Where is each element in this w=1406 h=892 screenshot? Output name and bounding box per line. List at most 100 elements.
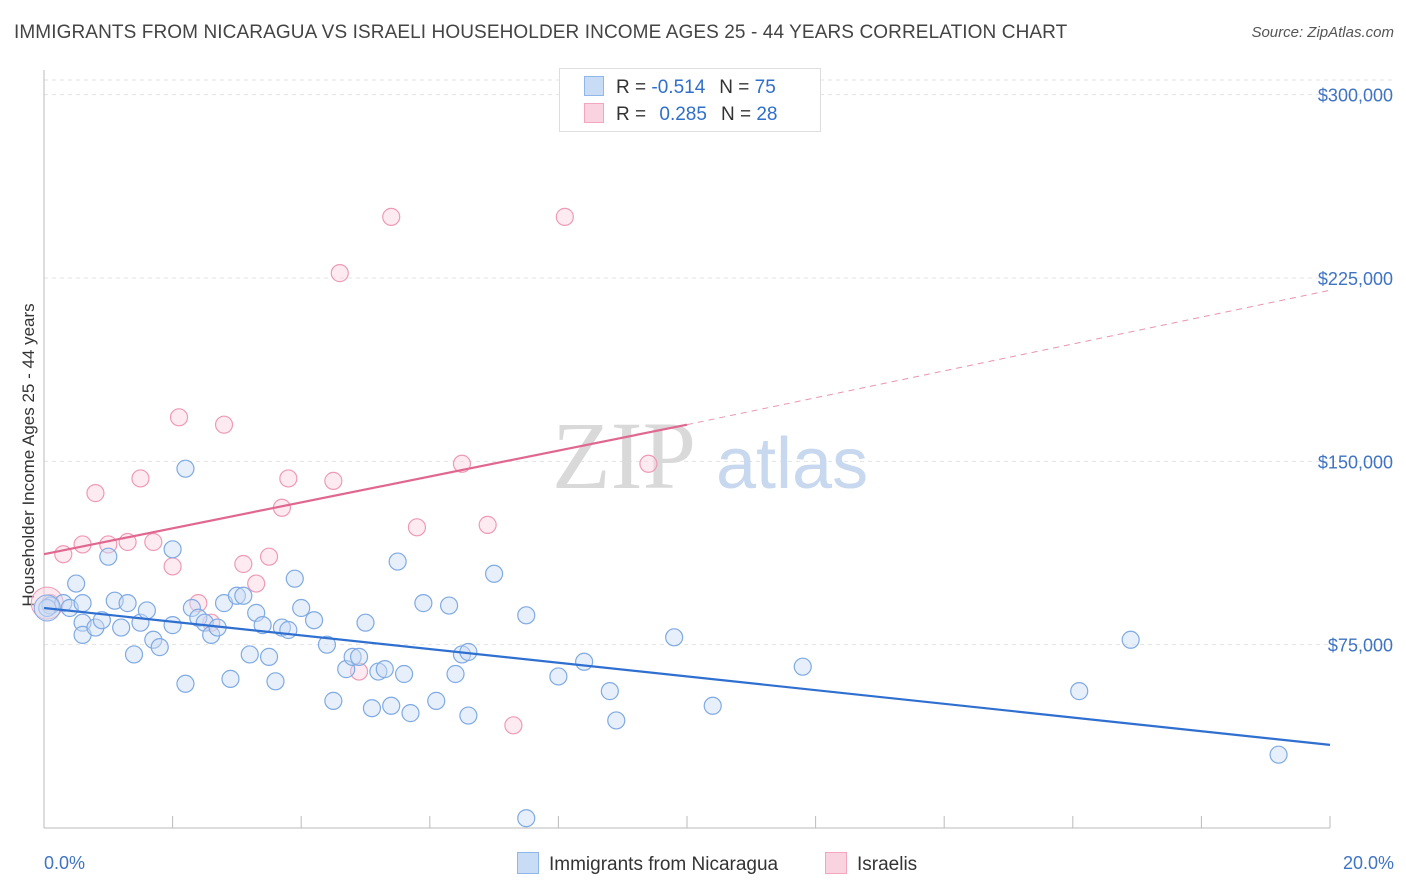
data-point-nicaragua: [1269, 745, 1288, 764]
data-point-nicaragua: [221, 669, 240, 688]
data-point-nicaragua: [285, 569, 304, 588]
legend-row-nicaragua: R = -0.514 N = 75: [584, 76, 776, 100]
data-point-nicaragua: [427, 691, 446, 710]
legend-item-israelis[interactable]: Israelis: [825, 852, 917, 876]
data-point-nicaragua: [517, 809, 536, 828]
data-point-nicaragua: [67, 574, 86, 593]
trend-line-nicaragua: [43, 606, 1331, 746]
data-point-nicaragua: [176, 459, 195, 478]
data-point-nicaragua: [600, 682, 619, 701]
data-point-israelis: [279, 469, 298, 488]
legend-n-label: N =: [720, 104, 752, 125]
data-point-israelis: [144, 532, 163, 552]
trend-line-israelis-extension: [686, 289, 1331, 426]
chart-title: IMMIGRANTS FROM NICARAGUA VS ISRAELI HOU…: [14, 22, 1068, 43]
y-tick-label: $300,000: [1318, 86, 1393, 106]
data-point-nicaragua: [227, 586, 246, 605]
data-point-israelis: [214, 415, 234, 434]
legend-label-nicaragua: Immigrants from Nicaragua: [549, 854, 779, 875]
y-tick-label: $225,000: [1318, 269, 1393, 289]
data-point-israelis: [504, 716, 523, 735]
x-tick-label-max: 20.0%: [1343, 853, 1394, 873]
data-point-nicaragua: [575, 652, 594, 671]
data-point-nicaragua: [324, 691, 343, 710]
y-axis-tick-labels: $75,000 $150,000 $225,000 $300,000: [1318, 86, 1393, 656]
data-point-nicaragua: [485, 564, 504, 583]
data-point-nicaragua: [118, 594, 137, 613]
y-tick-label: $150,000: [1318, 452, 1393, 472]
data-point-israelis: [247, 574, 266, 593]
data-point-nicaragua: [292, 598, 311, 618]
legend-r-label: R =: [616, 104, 647, 125]
legend-r-label: R =: [616, 77, 647, 98]
data-point-nicaragua: [150, 638, 169, 657]
legend-swatch-nicaragua: [517, 852, 539, 874]
trend-lines: [43, 289, 1331, 746]
data-point-nicaragua: [356, 613, 375, 632]
data-point-nicaragua: [124, 645, 144, 664]
watermark: ZIP atlas: [552, 402, 868, 509]
data-point-nicaragua: [163, 540, 182, 559]
data-point-nicaragua: [176, 674, 195, 693]
legend-label-israelis: Israelis: [857, 854, 918, 875]
data-point-nicaragua: [137, 601, 156, 620]
data-point-nicaragua: [234, 586, 253, 605]
data-point-nicaragua: [343, 647, 362, 666]
legend-swatch-israelis: [584, 103, 604, 123]
trend-line-israelis: [43, 423, 688, 556]
data-point-nicaragua: [112, 618, 131, 637]
y-tick-label: $75,000: [1328, 636, 1393, 656]
data-point-nicaragua: [86, 618, 105, 637]
data-point-israelis: [324, 471, 343, 490]
data-point-nicaragua: [266, 672, 285, 691]
legend-n-label: N =: [719, 77, 750, 98]
data-point-israelis: [382, 207, 401, 226]
data-point-nicaragua: [665, 628, 684, 647]
data-point-nicaragua: [401, 704, 420, 723]
data-point-nicaragua: [703, 696, 722, 715]
data-point-israelis: [86, 484, 105, 503]
data-point-nicaragua: [259, 647, 279, 666]
legend-swatch-israelis: [825, 852, 847, 874]
data-point-nicaragua: [144, 630, 163, 649]
data-point-nicaragua: [240, 645, 259, 664]
series-legend: Immigrants from Nicaragua Israelis: [0, 852, 1406, 878]
data-point-nicaragua: [517, 606, 536, 625]
data-point-nicaragua: [607, 711, 626, 730]
data-point-israelis: [407, 518, 427, 537]
data-point-israelis: [452, 454, 472, 473]
data-point-nicaragua: [394, 664, 414, 684]
data-point-nicaragua: [382, 696, 401, 715]
data-point-israelis: [639, 454, 658, 473]
data-point-nicaragua: [1070, 682, 1089, 701]
data-point-nicaragua: [362, 699, 382, 718]
y-axis-title: Householder Income Ages 25 - 44 years: [19, 303, 38, 606]
data-point-israelis: [555, 207, 574, 226]
data-point-israelis: [169, 408, 189, 427]
x-axis-ticks: [43, 816, 1331, 828]
correlation-legend: R = -0.514 N = 75 R = 0.285 N = 28: [559, 68, 821, 132]
data-point-nicaragua: [549, 667, 568, 686]
data-point-nicaragua: [182, 598, 201, 618]
data-point-nicaragua: [375, 660, 394, 679]
legend-n-value-israelis: 28: [756, 104, 778, 125]
data-point-nicaragua: [92, 611, 111, 630]
data-point-israelis: [234, 554, 253, 574]
watermark-zip: ZIP: [552, 402, 696, 509]
data-point-nicaragua: [317, 635, 337, 654]
data-point-nicaragua: [253, 616, 272, 635]
data-point-nicaragua: [1121, 630, 1140, 649]
legend-n-value-nicaragua: 75: [754, 77, 776, 98]
data-point-nicaragua: [388, 552, 407, 571]
data-point-nicaragua: [459, 706, 478, 725]
data-point-nicaragua: [349, 647, 369, 666]
data-point-nicaragua: [439, 596, 459, 615]
data-point-nicaragua: [304, 611, 324, 630]
data-point-nicaragua: [73, 594, 92, 613]
legend-r-value-israelis: 0.285: [659, 104, 707, 125]
legend-item-nicaragua[interactable]: Immigrants from Nicaragua: [517, 852, 778, 876]
source-label: Source: ZipAtlas.com: [1251, 24, 1394, 41]
data-point-nicaragua: [446, 664, 465, 684]
legend-row-israelis: R = 0.285 N = 28: [584, 103, 777, 127]
